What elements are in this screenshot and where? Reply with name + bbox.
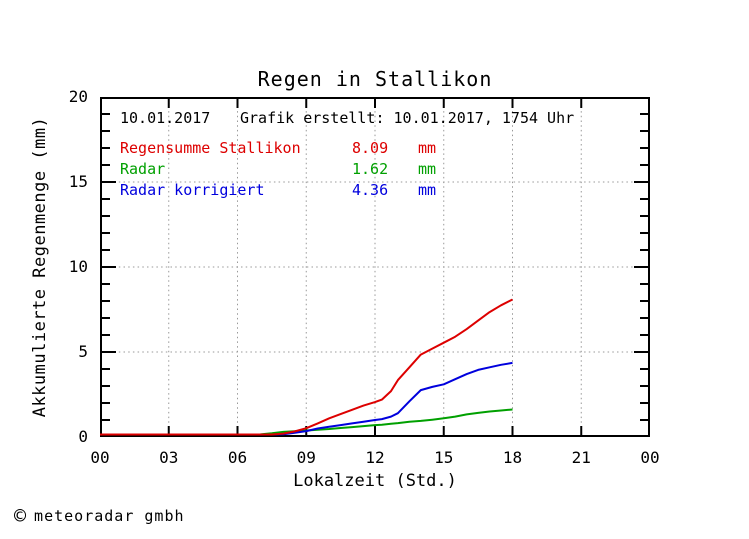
copyright-icon: ©: [14, 504, 27, 528]
y-tick-label: 15: [68, 172, 88, 191]
x-tick-label: 00: [640, 448, 660, 467]
chart-title: Regen in Stallikon: [257, 67, 493, 91]
x-tick-label: 03: [159, 448, 179, 467]
x-tick-label: 15: [434, 448, 454, 467]
x-tick-label: 18: [502, 448, 523, 467]
x-axis-label: Lokalzeit (Std.): [293, 471, 457, 491]
series-line-0: [100, 298, 513, 436]
y-tick-label: 20: [68, 87, 88, 106]
x-tick-label: 12: [365, 448, 385, 467]
copyright-footer: © meteoradar gmbh: [14, 506, 185, 526]
x-tick-label: 09: [296, 448, 316, 467]
copyright-text: meteoradar gmbh: [34, 507, 185, 525]
y-tick-label: 5: [78, 342, 88, 361]
x-tick-label: 06: [227, 448, 248, 467]
y-tick-label: 0: [78, 427, 88, 446]
x-tick-label: 00: [90, 448, 110, 467]
y-tick-label: 10: [68, 257, 88, 276]
x-tick-label: 21: [571, 448, 591, 467]
plot-area: [100, 97, 650, 437]
series-line-1: [100, 408, 513, 436]
